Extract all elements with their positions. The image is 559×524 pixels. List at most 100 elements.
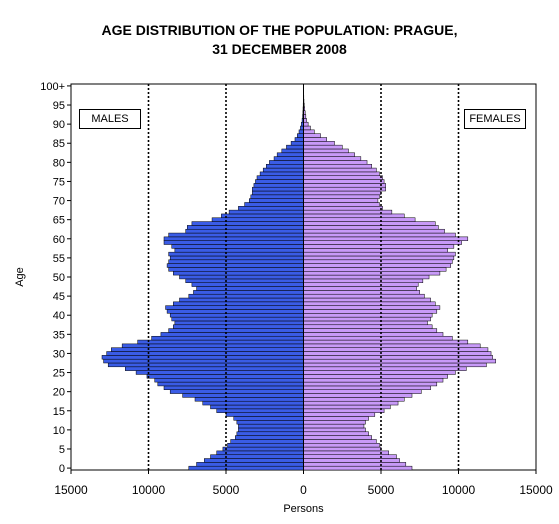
- female-bar-age-67: [303, 209, 393, 215]
- y-tick-label: 10: [53, 425, 65, 437]
- female-bar-age-52: [303, 267, 447, 272]
- female-bar-age-68: [303, 206, 383, 211]
- male-bar-age-13: [233, 416, 304, 421]
- female-bar-age-90: [303, 121, 309, 127]
- female-bar-age-47: [303, 286, 417, 291]
- female-bar-age-80: [303, 160, 368, 165]
- male-bar-age-28: [103, 358, 304, 364]
- male-bar-age-19: [182, 393, 304, 398]
- female-bar-age-77: [303, 171, 380, 176]
- male-bar-age-42: [165, 305, 304, 310]
- male-bar-age-45: [188, 293, 304, 299]
- male-bar-age-83: [281, 148, 304, 154]
- female-bar-age-2: [303, 458, 400, 463]
- female-bar-age-44: [303, 297, 431, 303]
- x-tick-label: 0: [300, 483, 307, 497]
- y-tick-label: 35: [53, 329, 65, 341]
- female-bar-age-51: [303, 271, 441, 276]
- male-bar-age-0: [188, 465, 304, 471]
- female-bar-age-22: [303, 381, 438, 387]
- male-bar-age-63: [187, 225, 304, 230]
- female-bar-age-3: [303, 454, 397, 459]
- male-bar-age-23: [154, 378, 304, 383]
- y-tick-label: 90: [53, 119, 65, 131]
- y-tick-label: 100+: [40, 81, 65, 93]
- male-bar-age-3: [210, 454, 304, 459]
- male-bar-age-76: [256, 175, 304, 180]
- male-bar-age-82: [276, 152, 304, 157]
- y-tick-label: 95: [53, 100, 65, 112]
- male-bar-age-36: [168, 328, 304, 333]
- female-bar-age-83: [303, 148, 349, 154]
- chart-title-line1: AGE DISTRIBUTION OF THE POPULATION: PRAG…: [101, 22, 458, 38]
- male-bar-age-12: [236, 420, 304, 425]
- male-bar-age-73: [252, 186, 304, 192]
- female-bar-age-87: [303, 133, 321, 138]
- female-bar-age-60: [303, 236, 469, 241]
- male-bar-age-55: [169, 255, 304, 261]
- female-bar-age-69: [303, 202, 380, 207]
- male-bar-age-81: [273, 156, 304, 161]
- y-tick-label: 85: [53, 138, 65, 150]
- male-bar-age-39: [171, 316, 304, 322]
- female-bar-age-5: [303, 446, 382, 452]
- chart-title-line2: 31 DECEMBER 2008: [212, 41, 347, 57]
- male-bar-age-86: [294, 137, 304, 142]
- male-bar-age-64: [191, 221, 304, 226]
- male-bar-age-62: [185, 228, 304, 234]
- male-bar-age-47: [196, 286, 304, 291]
- male-bar-age-80: [269, 160, 304, 165]
- legend-females: FEMALES: [464, 109, 526, 129]
- female-bar-age-46: [303, 290, 420, 295]
- female-bar-age-57: [303, 248, 448, 253]
- female-bar-age-10: [303, 427, 366, 433]
- female-bar-age-55: [303, 255, 455, 261]
- y-tick-label: 75: [53, 176, 65, 188]
- female-bar-age-17: [303, 400, 399, 406]
- male-bar-age-77: [259, 171, 304, 176]
- female-bar-age-62: [303, 228, 445, 234]
- male-bar-age-43: [173, 301, 304, 306]
- x-axis-label: Persons: [283, 503, 324, 515]
- male-bar-age-2: [204, 458, 304, 463]
- female-bar-age-28: [303, 358, 496, 364]
- legend-males: MALES: [79, 109, 141, 129]
- male-bar-age-17: [202, 400, 304, 406]
- male-bar-age-16: [210, 404, 304, 410]
- y-tick-label: 50: [53, 272, 65, 284]
- male-bar-age-54: [168, 259, 304, 264]
- female-bar-age-88: [303, 129, 315, 134]
- male-bar-age-1: [196, 462, 304, 467]
- female-bar-age-23: [303, 378, 444, 383]
- male-bar-age-50: [179, 274, 304, 280]
- male-bar-age-49: [185, 278, 304, 283]
- male-bar-age-87: [297, 133, 304, 138]
- female-bar-age-45: [303, 293, 425, 299]
- female-bar-age-74: [303, 183, 386, 188]
- female-bar-age-31: [303, 347, 489, 352]
- female-bar-age-7: [303, 439, 377, 444]
- male-bar-age-22: [157, 381, 304, 387]
- male-bar-age-20: [169, 389, 304, 394]
- female-bar-age-8: [303, 435, 372, 440]
- male-bar-age-68: [238, 206, 304, 211]
- male-bar-age-7: [230, 439, 304, 444]
- male-bar-age-46: [193, 290, 304, 295]
- male-bar-age-37: [173, 324, 304, 329]
- y-tick-label: 80: [53, 157, 65, 169]
- female-bar-age-26: [303, 366, 467, 371]
- male-bar-age-41: [166, 309, 304, 314]
- male-bar-age-85: [290, 141, 304, 146]
- female-bar-age-86: [303, 137, 327, 142]
- male-bar-age-21: [163, 385, 304, 390]
- male-bar-age-31: [111, 347, 304, 352]
- male-bar-age-72: [252, 190, 304, 196]
- female-bar-age-70: [303, 198, 379, 203]
- female-bar-age-59: [303, 240, 462, 245]
- female-bar-age-71: [303, 194, 380, 199]
- x-tick-label: 15000: [519, 483, 553, 497]
- female-bar-age-36: [303, 328, 438, 333]
- female-bar-age-25: [303, 370, 456, 375]
- male-bar-age-61: [168, 232, 304, 238]
- female-bar-age-78: [303, 167, 377, 173]
